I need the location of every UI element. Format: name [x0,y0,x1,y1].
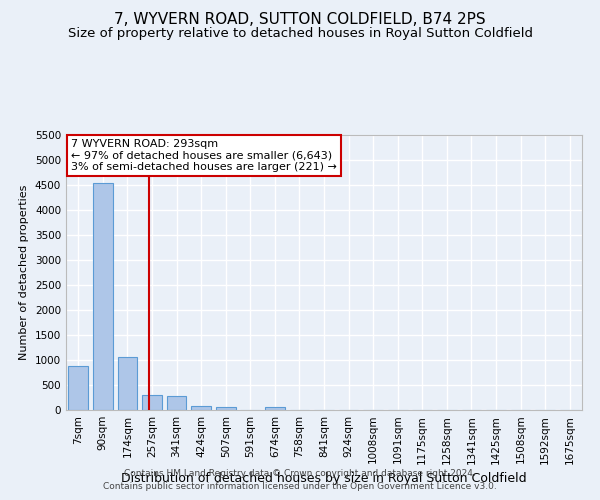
Bar [265,407,284,410]
Text: Contains HM Land Registry data © Crown copyright and database right 2024.: Contains HM Land Registry data © Crown c… [124,468,476,477]
Y-axis label: Number of detached properties: Number of detached properties [19,185,29,360]
Bar [68,366,88,410]
Text: 7 WYVERN ROAD: 293sqm
← 97% of detached houses are smaller (6,643)
3% of semi-de: 7 WYVERN ROAD: 293sqm ← 97% of detached … [71,139,337,172]
Bar [118,357,137,410]
Text: 7, WYVERN ROAD, SUTTON COLDFIELD, B74 2PS: 7, WYVERN ROAD, SUTTON COLDFIELD, B74 2P… [114,12,486,28]
Bar [191,406,211,410]
Bar [142,395,162,410]
Bar [216,406,236,410]
Bar [167,396,187,410]
Text: Size of property relative to detached houses in Royal Sutton Coldfield: Size of property relative to detached ho… [67,28,533,40]
Text: Contains public sector information licensed under the Open Government Licence v3: Contains public sector information licen… [103,482,497,491]
Bar [93,182,113,410]
X-axis label: Distribution of detached houses by size in Royal Sutton Coldfield: Distribution of detached houses by size … [121,472,527,485]
